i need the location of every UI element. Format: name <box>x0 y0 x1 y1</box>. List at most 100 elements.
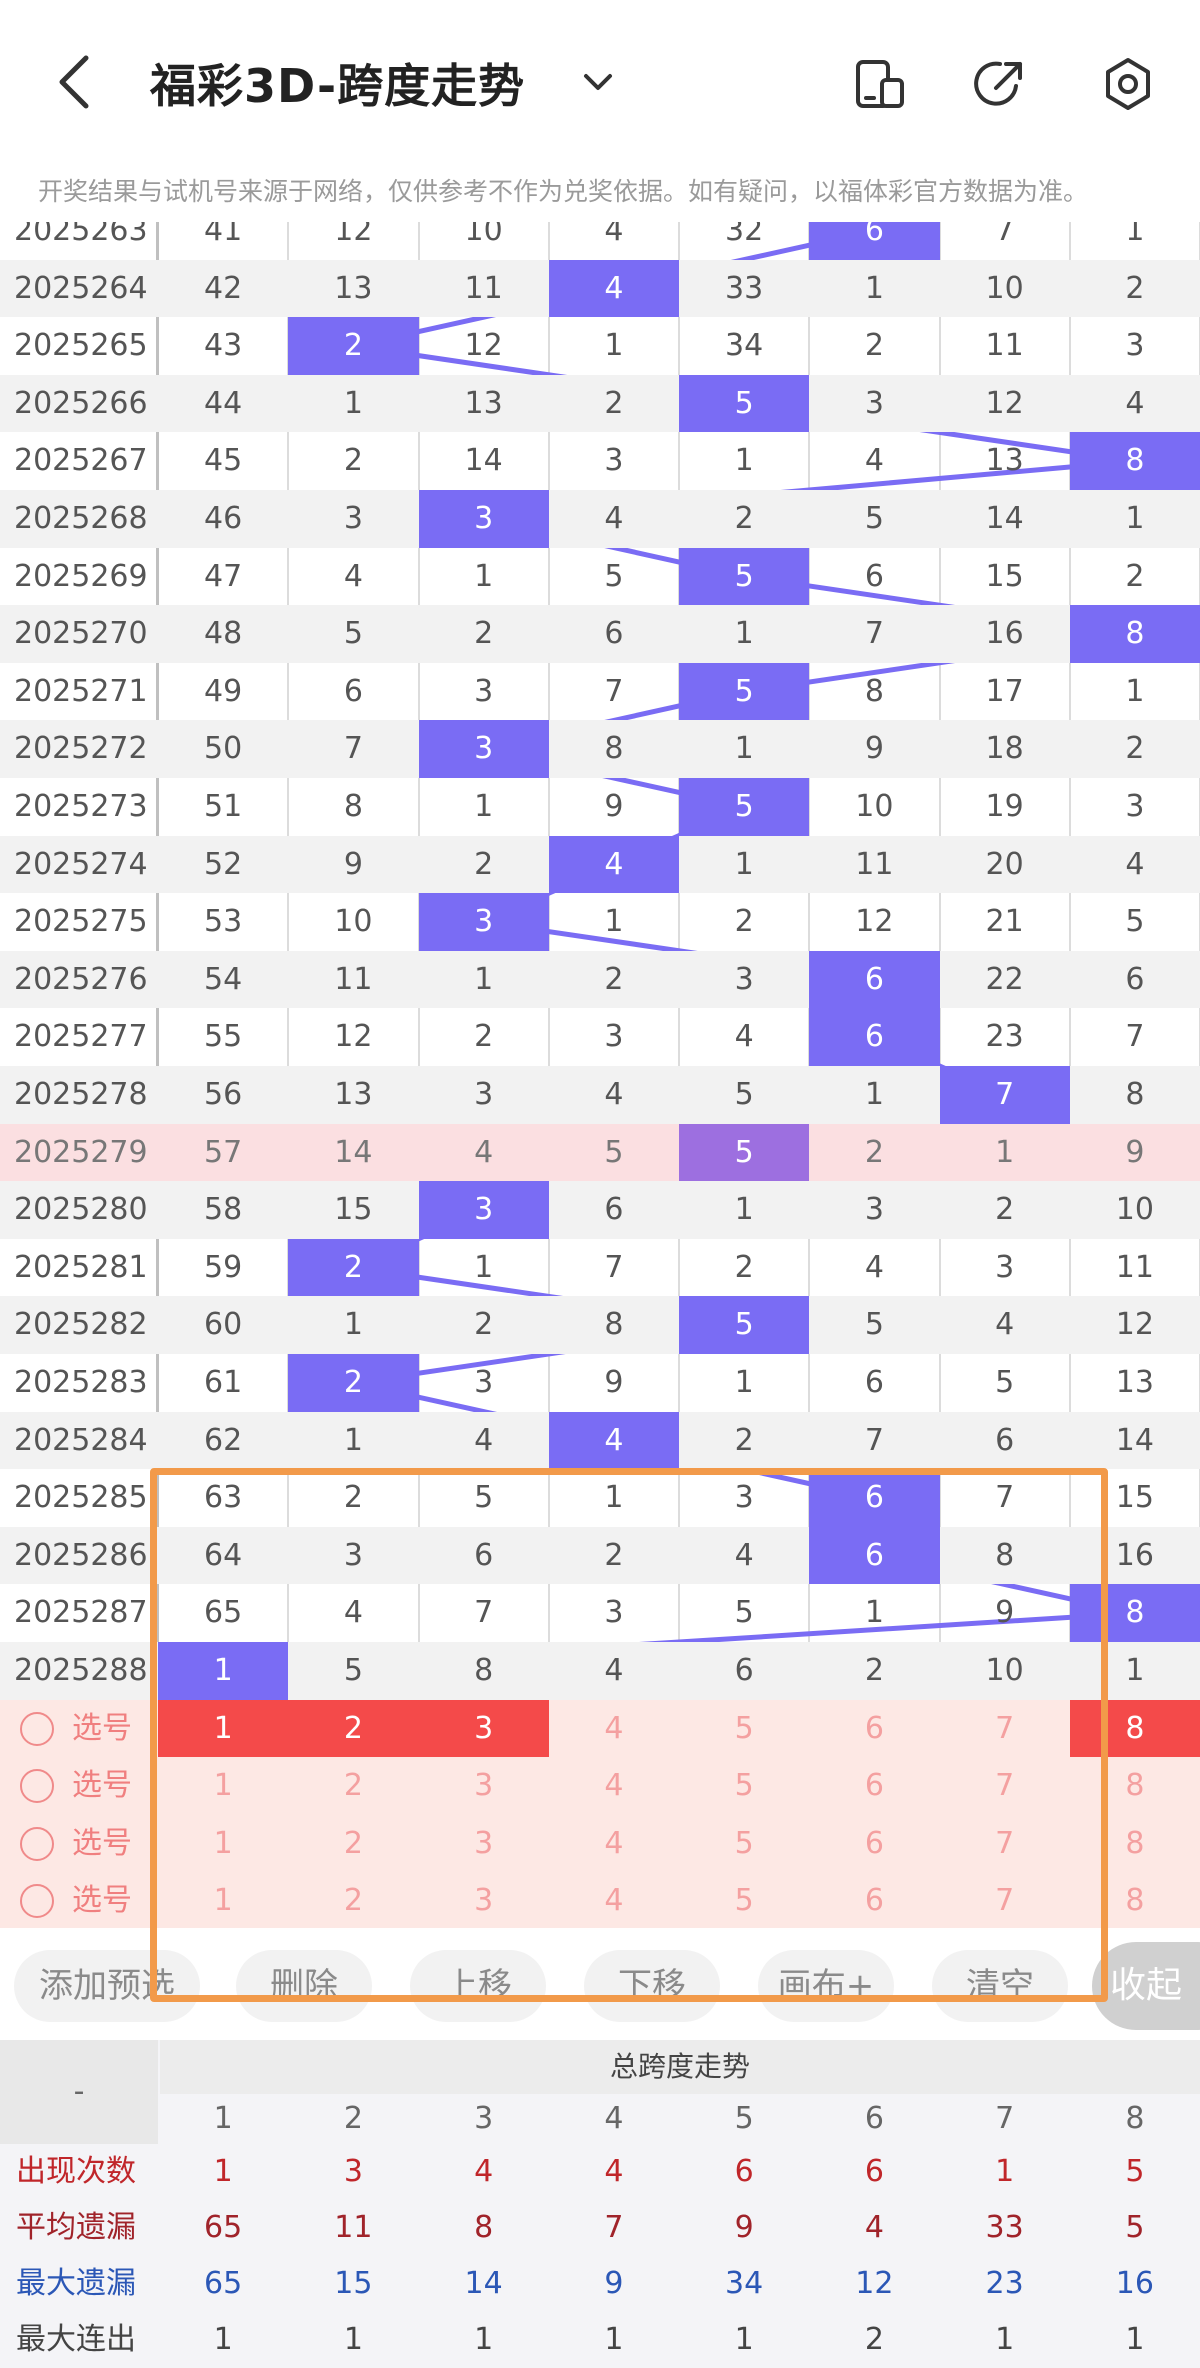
stats-value: 16 <box>1115 2266 1154 2301</box>
clear-button[interactable]: 清空 <box>932 1950 1068 2022</box>
trend-row: 2025287 65 4 7 3 5 1 9 8 <box>0 1584 1200 1642</box>
pick-number[interactable]: 6 <box>864 1768 884 1804</box>
omission-value: 3 <box>995 1249 1015 1285</box>
span-hit-ball: 5 <box>679 1123 810 1182</box>
omission-value: 14 <box>464 443 503 479</box>
omission-value: 7 <box>995 1480 1015 1516</box>
omission-value: 5 <box>864 501 884 536</box>
span-hit-ball: 6 <box>809 1469 940 1527</box>
trend-row: 2025266 44 1 13 2 5 3 12 4 <box>0 374 1200 433</box>
settings-icon[interactable] <box>1100 56 1156 112</box>
pick-number[interactable]: 1 <box>213 1825 233 1861</box>
span-hit-ball: 4 <box>548 835 679 894</box>
pick-number[interactable]: 4 <box>604 1825 624 1861</box>
omission-value: 1 <box>734 443 754 479</box>
stats-column-header: 2 <box>343 2101 363 2136</box>
stats-row-label: 出现次数 <box>16 2154 136 2189</box>
pick-number[interactable]: 4 <box>604 1710 624 1746</box>
pick-number[interactable]: 3 <box>474 1883 494 1919</box>
pick-number[interactable]: 7 <box>995 1768 1015 1804</box>
omission-value: 1 <box>1125 1653 1145 1688</box>
omission-value: 7 <box>604 1249 624 1285</box>
trend-row: 2025279 57 14 4 5 5 2 1 9 <box>0 1123 1200 1182</box>
pick-row[interactable]: 选号 1 2 3 4 5 6 7 8 <box>0 1757 1200 1815</box>
pick-number[interactable]: 6 <box>864 1710 884 1746</box>
omission-value: 6 <box>343 673 363 709</box>
pick-number[interactable]: 2 <box>343 1883 363 1919</box>
pick-number[interactable]: 6 <box>864 1825 884 1861</box>
pick-number[interactable]: 8 <box>1125 1883 1145 1919</box>
pick-number[interactable]: 8 <box>1125 1825 1145 1861</box>
omission-value: 13 <box>334 1077 373 1112</box>
omission-value: 3 <box>1125 328 1145 364</box>
pick-number[interactable]: 1 <box>213 1768 233 1804</box>
pick-number[interactable]: 4 <box>604 1883 624 1919</box>
omission-value: 13 <box>1115 1365 1154 1400</box>
pick-number[interactable]: 2 <box>343 1768 363 1804</box>
trend-row: 2025268 46 3 3 4 2 5 14 1 <box>0 490 1200 548</box>
select-circle-icon[interactable] <box>20 1826 54 1861</box>
pick-number[interactable]: 6 <box>864 1883 884 1919</box>
pick-number[interactable]: 4 <box>604 1768 624 1804</box>
period-number: 2025270 <box>14 616 148 652</box>
move-up-button[interactable]: 上移 <box>410 1950 546 2022</box>
layout-switch-icon[interactable] <box>852 56 908 112</box>
canvas-plus-button[interactable]: 画布+ <box>758 1950 894 2022</box>
stats-value: 2 <box>864 2322 884 2357</box>
picked-number[interactable]: 2 <box>288 1699 419 1758</box>
pick-number[interactable]: 5 <box>734 1768 754 1804</box>
omission-value: 4 <box>1125 385 1145 421</box>
period-number: 2025275 <box>14 904 148 940</box>
pick-number[interactable]: 1 <box>213 1883 233 1919</box>
omission-value: 1 <box>734 731 754 767</box>
stats-value: 14 <box>464 2266 503 2301</box>
omission-value: 1 <box>343 1307 363 1343</box>
page-title[interactable]: 福彩3D-跨度走势 <box>150 59 526 113</box>
pick-number[interactable]: 7 <box>995 1825 1015 1861</box>
pick-number[interactable]: 3 <box>474 1825 494 1861</box>
stats-title: 总跨度走势 <box>160 2040 1200 2094</box>
back-arrow-icon[interactable] <box>52 52 98 112</box>
omission-value: 9 <box>604 789 624 824</box>
pick-row[interactable]: 选号 1 2 3 4 5 6 7 8 <box>0 1699 1200 1758</box>
share-icon[interactable] <box>972 56 1028 112</box>
trend-row: 2025269 47 4 1 5 5 6 15 2 <box>0 547 1200 606</box>
picked-number[interactable]: 8 <box>1069 1699 1200 1758</box>
add-preset-button[interactable]: 添加预选 <box>14 1950 200 2022</box>
omission-value: 53 <box>204 904 243 940</box>
omission-value: 51 <box>204 789 243 824</box>
stats-value: 8 <box>474 2210 494 2245</box>
pick-number[interactable]: 7 <box>995 1883 1015 1919</box>
omission-value: 6 <box>474 1537 494 1573</box>
pick-row[interactable]: 选号 1 2 3 4 5 6 7 8 <box>0 1872 1200 1928</box>
stats-column-header: 1 <box>213 2101 233 2136</box>
omission-value: 1 <box>1125 501 1145 536</box>
omission-value: 2 <box>1125 731 1145 767</box>
omission-value: 34 <box>725 328 764 364</box>
span-hit-ball: 4 <box>548 259 679 318</box>
pick-number[interactable]: 5 <box>734 1710 754 1746</box>
omission-value: 1 <box>604 904 624 940</box>
period-number: 2025272 <box>14 731 148 767</box>
omission-value: 3 <box>343 1537 363 1573</box>
pick-number[interactable]: 5 <box>734 1825 754 1861</box>
pick-number[interactable]: 7 <box>995 1710 1015 1746</box>
picked-number[interactable]: 3 <box>418 1699 549 1758</box>
omission-value: 1 <box>604 328 624 364</box>
pick-number[interactable]: 5 <box>734 1883 754 1919</box>
select-circle-icon[interactable] <box>20 1884 54 1919</box>
select-circle-icon[interactable] <box>20 1769 54 1804</box>
omission-value: 12 <box>334 1019 373 1055</box>
chevron-down-icon[interactable] <box>578 62 618 102</box>
pick-number[interactable]: 2 <box>343 1825 363 1861</box>
collapse-button[interactable]: 收起 <box>1092 1942 1200 2030</box>
delete-button[interactable]: 删除 <box>236 1950 372 2022</box>
move-down-button[interactable]: 下移 <box>584 1950 720 2022</box>
pick-row[interactable]: 选号 1 2 3 4 5 6 7 8 <box>0 1814 1200 1873</box>
picked-number[interactable]: 1 <box>158 1699 289 1758</box>
pick-number[interactable]: 3 <box>474 1768 494 1804</box>
pick-number[interactable]: 8 <box>1125 1768 1145 1804</box>
stats-value: 1 <box>474 2322 494 2357</box>
span-trend-table[interactable]: 2025263 41 12 10 4 32 6 7 1 2025264 42 13 11 4 33 1 10 2 2… <box>0 222 1200 1928</box>
select-circle-icon[interactable] <box>20 1711 54 1746</box>
